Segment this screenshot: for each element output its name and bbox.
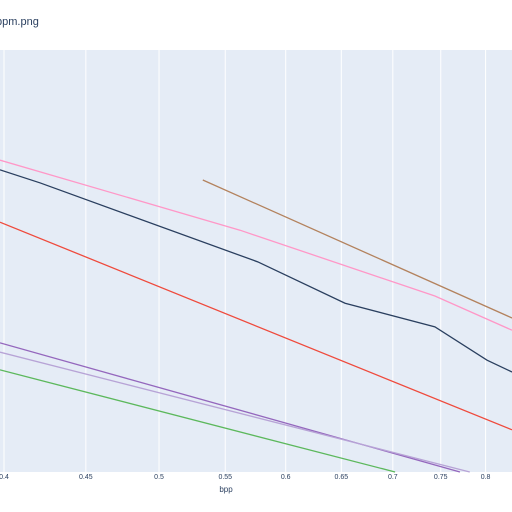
line <box>0 221 512 431</box>
line <box>202 179 512 319</box>
x-tick-label: 0.7 <box>388 474 398 481</box>
x-tick-label: 0.4 <box>0 474 9 481</box>
x-tick-label: 0.45 <box>79 474 93 481</box>
line <box>0 159 512 331</box>
x-tick-label: 0.65 <box>335 474 349 481</box>
x-axis-label: bpp <box>219 485 233 494</box>
x-tick-label: 0.75 <box>434 474 448 481</box>
x-tick-label: 0.5 <box>154 474 164 481</box>
x-tick-label: 0.55 <box>218 474 232 481</box>
chart-title: ppm.png <box>0 16 39 28</box>
x-tick-label: 0.6 <box>281 474 291 481</box>
line <box>0 169 512 373</box>
line <box>0 369 396 473</box>
x-tick-label: 0.8 <box>481 474 491 481</box>
line <box>0 351 470 473</box>
